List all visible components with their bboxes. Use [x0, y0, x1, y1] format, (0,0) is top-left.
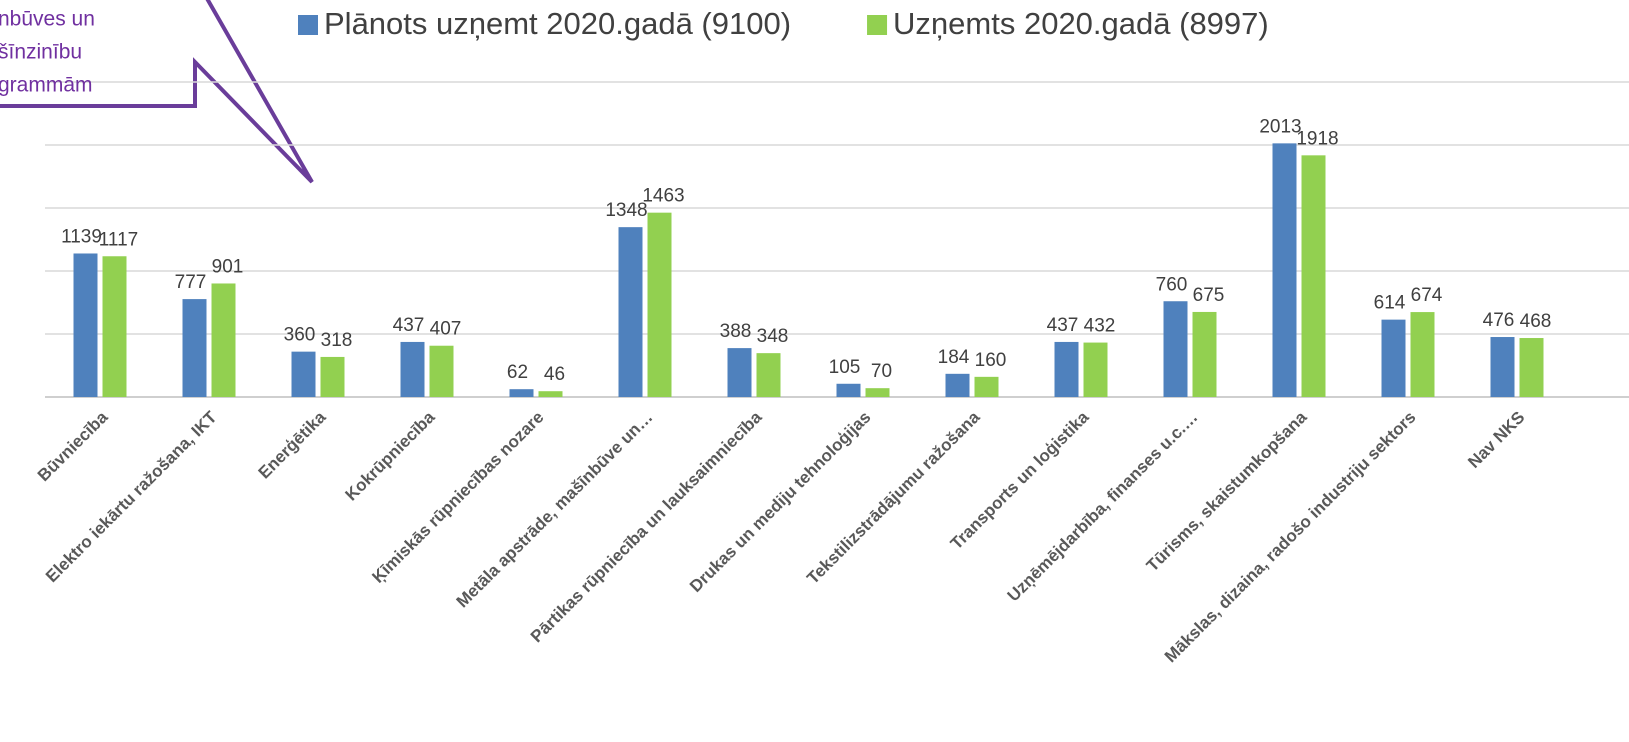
- legend-swatch: [298, 15, 318, 35]
- bar: [756, 353, 781, 397]
- data-label: 318: [321, 330, 353, 351]
- data-label: 614: [1374, 293, 1406, 314]
- x-tick-label: Ķīmiskās rūpniecības nozare: [368, 408, 547, 587]
- x-tick-label: Drukas un mediju tehnoloģijas: [686, 408, 874, 596]
- data-label: 407: [430, 319, 462, 340]
- x-tick-label: Uzņēmējdarbība, finanses u.c.…: [1004, 408, 1202, 606]
- x-tick-label: Tekstilizstrādājumu ražošana: [803, 407, 984, 588]
- annotation: nbūves un: [0, 8, 95, 31]
- bar: [1272, 143, 1297, 397]
- bar: [1192, 311, 1217, 397]
- data-label: 468: [1520, 311, 1552, 332]
- bar: [429, 345, 454, 397]
- annotation: šīnzinību: [0, 41, 82, 64]
- x-tick-label: Metāla apstrāde, mašīnbūve un…: [453, 408, 657, 612]
- bar: [1381, 319, 1406, 397]
- data-label: 360: [284, 325, 316, 346]
- bar: [974, 376, 999, 397]
- bar: [1410, 312, 1435, 397]
- data-label: 105: [829, 357, 861, 378]
- bar: [182, 299, 207, 397]
- data-label: 184: [938, 347, 970, 368]
- data-label: 674: [1411, 285, 1443, 306]
- legend-label: Plānots uzņemt 2020.gadā (9100): [324, 6, 791, 41]
- data-label: 388: [720, 321, 752, 342]
- data-label: 476: [1483, 310, 1515, 331]
- bar: [647, 212, 672, 397]
- data-label: 1918: [1296, 128, 1338, 149]
- bar: [1163, 301, 1188, 397]
- data-label: 46: [544, 364, 565, 385]
- legend-swatch: [867, 15, 888, 35]
- x-tick-label: Kokrūpniecība: [342, 407, 439, 504]
- data-label: 1139: [61, 227, 102, 248]
- bar: [400, 341, 425, 397]
- data-label: 437: [1047, 315, 1079, 336]
- bar: [1490, 337, 1515, 397]
- x-tick-label: Mākslas, dizaina, radošo industriju sekt…: [1161, 408, 1420, 667]
- data-label: 1348: [605, 200, 647, 221]
- data-label: 760: [1156, 274, 1188, 295]
- bar: [945, 373, 970, 397]
- x-tick-label: Būvniecība: [34, 407, 112, 485]
- data-label: 1117: [99, 229, 138, 250]
- x-tick-label: Nav NKS: [1464, 408, 1528, 472]
- bar: [836, 383, 861, 397]
- annotation: grammām: [0, 74, 93, 97]
- data-label: 901: [212, 256, 244, 277]
- data-label: 70: [871, 361, 892, 382]
- data-label: 675: [1193, 285, 1225, 306]
- bar: [1083, 342, 1108, 397]
- bar: [509, 389, 534, 397]
- bar: [618, 227, 643, 397]
- legend-label: Uzņemts 2020.gadā (8997): [893, 6, 1269, 41]
- data-label: 348: [757, 326, 789, 347]
- bar: [291, 351, 316, 397]
- bar: [1301, 155, 1326, 397]
- data-label: 1463: [642, 186, 684, 207]
- bar: [1054, 341, 1079, 397]
- bar: [1519, 338, 1544, 397]
- data-label: 62: [507, 362, 528, 383]
- data-label: 437: [393, 315, 425, 336]
- x-tick-label: Pārtikas rūpniecība un lauksaimniecība: [527, 407, 766, 646]
- bar: [73, 253, 98, 397]
- x-tick-label: Enerģētika: [255, 407, 330, 482]
- bar: [320, 356, 345, 397]
- bar: [211, 283, 236, 397]
- bar: [102, 256, 127, 397]
- bar: [727, 348, 752, 397]
- data-label: 2013: [1259, 116, 1301, 137]
- data-label: 160: [975, 350, 1007, 371]
- callout: [0, 0, 314, 184]
- data-label: 432: [1084, 316, 1116, 337]
- data-label: 777: [175, 272, 207, 293]
- bar: [538, 391, 563, 397]
- x-tick-label: Elektro iekārtu ražošana, IKT: [42, 407, 221, 586]
- bar: [865, 388, 890, 397]
